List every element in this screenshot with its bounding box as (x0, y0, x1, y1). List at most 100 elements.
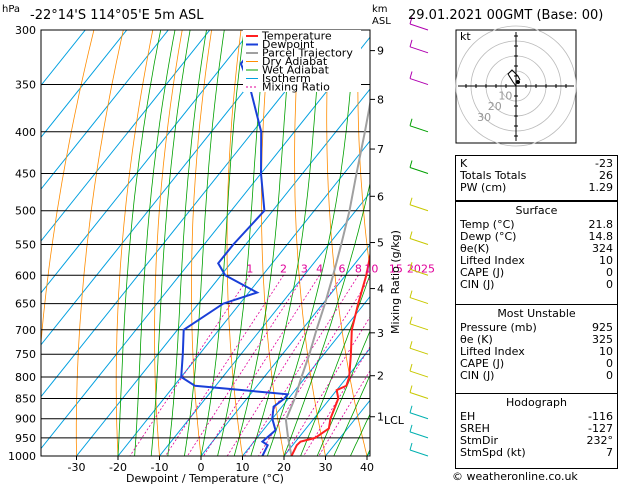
km-tick-label: 2 (377, 370, 384, 383)
param-row: EH -116 (456, 411, 617, 423)
storm-motion-marker (516, 80, 520, 84)
wind-barb-flag (409, 16, 413, 25)
wind-barb-flag (409, 405, 413, 413)
param-value: 0 (606, 369, 613, 382)
hodograph-ring-label: 20 (488, 100, 502, 113)
surface-title: Surface (515, 204, 558, 217)
param-row: Lifted Index 10 (456, 346, 617, 358)
index-value: -23 (595, 157, 613, 170)
mixing-ratio-label: 25 (421, 262, 435, 275)
pressure-tick-label: 700 (15, 324, 36, 337)
wind-barb-shaft (409, 297, 429, 305)
param-label: CAPE (J) (460, 266, 505, 279)
index-label: K (460, 157, 468, 170)
hpa-label: hPa (2, 4, 21, 15)
param-label: CAPE (J) (460, 357, 505, 370)
wind-barb-flag (409, 385, 413, 393)
wind-barb-shaft (409, 23, 429, 31)
index-value: 1.29 (588, 181, 614, 194)
param-label: Temp (°C) (460, 218, 515, 231)
index-row-pw: PW (cm) 1.29 (456, 182, 617, 194)
mixing-ratio-label: 4 (316, 262, 323, 275)
wind-barb-shaft (409, 370, 429, 378)
hodograph-params-box: Hodograph EH -116 SREH -127 StmDir 232° StmSpd… (455, 393, 618, 469)
mixing-ratio-label: 8 (355, 262, 362, 275)
legend-background (243, 30, 361, 92)
wind-barb-shaft (409, 204, 429, 212)
most-unstable-box: Most Unstable Pressure (mb) 925 θe (K) 325 L… (455, 304, 618, 394)
hodograph-params-title: Hodograph (506, 396, 567, 409)
wind-barb-shaft (409, 449, 429, 457)
wind-barb-shaft (409, 347, 429, 355)
wind-barb-shaft (409, 412, 429, 420)
wet-adiabat-line (316, 329, 370, 456)
mixing-ratio-label: 10 (364, 262, 378, 275)
index-row-tt: Totals Totals 26 (456, 170, 617, 182)
x-axis-label: Dewpoint / Temperature (°C) (126, 472, 284, 485)
param-value: -116 (588, 410, 613, 423)
hodograph-params-table: EH -116 SREH -127 StmDir 232° StmSpd (kt) 7 (456, 411, 617, 459)
param-row: CIN (J) 0 (456, 279, 617, 291)
temp-tick-label: -30 (68, 461, 86, 474)
legend-entry: Dewpoint (262, 38, 315, 51)
legend-entry: Dry Adiabat (262, 55, 328, 68)
param-value: 324 (592, 242, 613, 255)
isotherm-line (159, 192, 370, 456)
param-value: 925 (592, 321, 613, 334)
pressure-tick-label: 850 (15, 392, 36, 405)
temp-tick-label: 40 (360, 461, 374, 474)
wind-barb-shaft (409, 392, 429, 399)
param-row: CAPE (J) 0 (456, 358, 617, 370)
temp-tick-label: -10 (151, 461, 169, 474)
most-unstable-table: Pressure (mb) 925 θe (K) 325 Lifted Index 10 C… (456, 322, 617, 382)
param-value: 10 (599, 254, 613, 267)
param-label: StmDir (460, 434, 499, 447)
km-tick-label: 7 (377, 143, 384, 156)
credit-text: © weatheronline.co.uk (452, 470, 578, 483)
pressure-tick-label: 1000 (8, 450, 36, 463)
param-label: Lifted Index (460, 345, 525, 358)
temp-tick-label: -20 (109, 461, 127, 474)
mixing-ratio-label: 15 (389, 262, 403, 275)
station-title: -22°14'S 114°05'E 5m ASL (30, 8, 204, 23)
param-row: Pressure (mb) 925 (456, 322, 617, 334)
isotherm-line (41, 30, 252, 294)
wind-barb-flag (409, 363, 413, 372)
param-row: StmDir 232° (456, 435, 617, 447)
wind-barb-shaft (409, 78, 429, 86)
legend-entry: Temperature (261, 30, 332, 43)
pressure-tick-label: 500 (15, 205, 36, 218)
wind-barb-shaft (409, 125, 429, 133)
indices-box: K -23 Totals Totals 26 PW (cm) 1.29 (455, 155, 618, 201)
pressure-tick-label: 550 (15, 238, 36, 251)
km-tick-label: 5 (377, 237, 384, 250)
param-value: 7 (606, 446, 613, 459)
param-label: Dewp (°C) (460, 230, 517, 243)
hodograph-trace (507, 69, 521, 87)
isotherm-line (41, 30, 335, 398)
param-value: 0 (606, 357, 613, 370)
hodograph-unit-label: kt (460, 30, 471, 43)
wind-barb-shaft (409, 323, 429, 331)
km-tick-label: 6 (377, 190, 384, 203)
temp-tick-label: 0 (198, 461, 205, 474)
mixing-ratio-axis-label: Mixing Ratio (g/kg) (389, 230, 402, 334)
legend-entry: Wet Adiabat (262, 64, 330, 77)
mixing-ratio-line (129, 275, 251, 456)
wind-barb-shaft (409, 268, 429, 276)
param-label: Lifted Index (460, 254, 525, 267)
km-tick-label: 1 (377, 411, 384, 424)
pressure-tick-label: 800 (15, 371, 36, 384)
dewpoint-line (180, 30, 290, 456)
isotherm-line (200, 243, 370, 456)
wind-barb-flag (409, 290, 413, 298)
isotherm-line (41, 30, 211, 242)
isotherm-line (41, 30, 169, 190)
hodograph-ring-label: 30 (477, 111, 491, 124)
mixing-ratio-label: 1 (246, 262, 253, 275)
param-label: SREH (460, 422, 490, 435)
km-tick-label: 8 (377, 93, 384, 106)
index-label: Totals Totals (460, 169, 527, 182)
mixing-ratio-label: 20 (407, 262, 421, 275)
parcel-trajectory-line (284, 98, 370, 456)
